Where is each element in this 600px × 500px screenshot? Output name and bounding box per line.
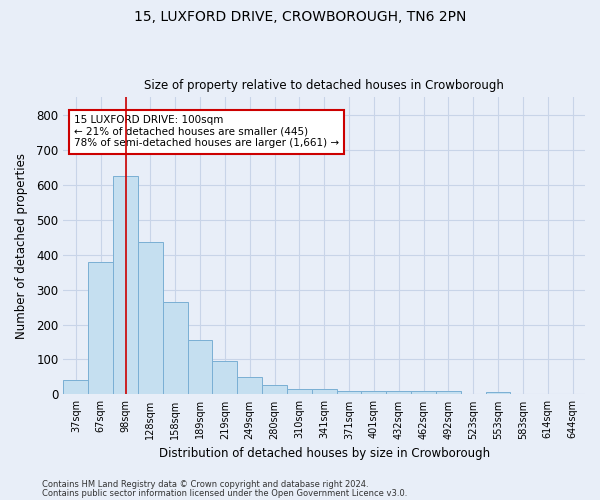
X-axis label: Distribution of detached houses by size in Crowborough: Distribution of detached houses by size …	[158, 447, 490, 460]
Bar	[361, 391, 386, 394]
Bar	[113, 176, 138, 394]
Bar	[287, 389, 312, 394]
Text: 15 LUXFORD DRIVE: 100sqm
← 21% of detached houses are smaller (445)
78% of semi-: 15 LUXFORD DRIVE: 100sqm ← 21% of detach…	[74, 115, 339, 148]
Bar	[386, 391, 411, 394]
Bar	[188, 340, 212, 394]
Bar	[262, 385, 287, 394]
Bar	[312, 389, 337, 394]
Bar	[64, 380, 88, 394]
Title: Size of property relative to detached houses in Crowborough: Size of property relative to detached ho…	[144, 79, 504, 92]
Bar	[411, 391, 436, 394]
Bar	[163, 302, 188, 394]
Bar	[485, 392, 511, 394]
Text: Contains public sector information licensed under the Open Government Licence v3: Contains public sector information licen…	[42, 488, 407, 498]
Bar	[436, 391, 461, 394]
Bar	[88, 262, 113, 394]
Text: 15, LUXFORD DRIVE, CROWBOROUGH, TN6 2PN: 15, LUXFORD DRIVE, CROWBOROUGH, TN6 2PN	[134, 10, 466, 24]
Bar	[212, 361, 237, 394]
Text: Contains HM Land Registry data © Crown copyright and database right 2024.: Contains HM Land Registry data © Crown c…	[42, 480, 368, 489]
Bar	[337, 391, 361, 394]
Y-axis label: Number of detached properties: Number of detached properties	[15, 153, 28, 339]
Bar	[138, 242, 163, 394]
Bar	[237, 377, 262, 394]
